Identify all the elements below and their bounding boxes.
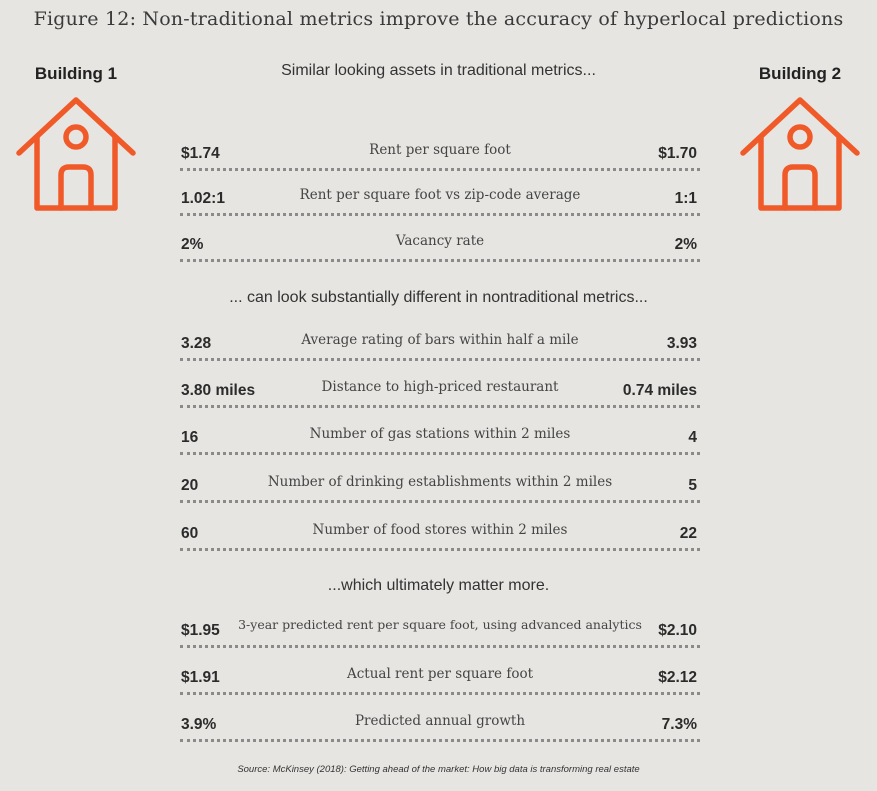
building-1-value: 3.28 [181,335,212,352]
metric-label: Rent per square foot vs zip-code average [299,187,581,203]
metric-label: Actual rent per square foot [346,666,534,682]
section-heading-nontraditional: ... can look substantially different in … [229,289,648,306]
metric-label: Predicted annual growth [354,713,526,729]
building-2-value: $2.12 [658,669,697,686]
building-2-value: $2.10 [658,622,697,639]
metric-row: $1.91 Actual rent per square foot $2.12 [180,652,700,695]
building-1-value: 60 [181,525,199,542]
building-2-value: 4 [688,429,697,446]
building-1-value: 1.02:1 [181,190,225,207]
building-2-value: $1.70 [658,145,697,162]
building-1-value: 3.80 miles [181,382,256,399]
metric-label: Number of food stores within 2 miles [312,522,568,538]
building-1-value: 2% [181,236,204,253]
metric-label: Number of gas stations within 2 miles [309,426,571,442]
metric-row: 60 Number of food stores within 2 miles … [180,508,700,551]
building-2-label: Building 2 [758,64,842,83]
building-1-value: $1.95 [181,622,220,639]
metric-row: 3.28 Average rating of bars within half … [180,318,700,361]
building-2-value: 22 [679,525,697,542]
building-2-value: 1:1 [674,190,697,207]
figure-title: Figure 12: Non-traditional metrics impro… [33,8,844,30]
building-1-value: 20 [181,477,199,494]
metric-label: Number of drinking establishments within… [267,474,613,490]
metric-row: 2% Vacancy rate 2% [180,219,700,262]
building-2-value: 3.93 [666,335,697,352]
building-1-value: $1.91 [181,669,220,686]
metric-label: 3-year predicted rent per square foot, u… [238,617,642,632]
building-2-value: 0.74 miles [622,382,697,399]
building-1-label: Building 1 [34,64,118,83]
metric-row: 16 Number of gas stations within 2 miles… [180,412,700,455]
metric-label: Rent per square foot [369,142,511,158]
metric-row: $1.95 3-year predicted rent per square f… [180,605,700,648]
metric-row: $1.74 Rent per square foot $1.70 [180,128,700,171]
house-icon [16,97,136,211]
metric-label: Average rating of bars within half a mil… [301,332,579,348]
building-1-value: 3.9% [181,716,217,733]
metric-row: 20 Number of drinking establishments wit… [180,460,700,503]
metric-label: Vacancy rate [395,233,485,249]
building-2-value: 2% [674,236,697,253]
building-2-value: 5 [688,477,697,494]
house-icon [740,97,860,211]
building-1-value: $1.74 [181,145,220,162]
metric-label: Distance to high-priced restaurant [321,379,559,395]
metric-row: 3.9% Predicted annual growth 7.3% [180,699,700,742]
section-heading-outcome: ...which ultimately matter more. [327,577,550,594]
section-heading-traditional: Similar looking assets in traditional me… [281,62,596,79]
source-note: Source: McKinsey (2018): Getting ahead o… [237,764,640,775]
building-2-value: 7.3% [661,716,697,733]
metric-row: 3.80 miles Distance to high-priced resta… [180,365,700,408]
metric-row: 1.02:1 Rent per square foot vs zip-code … [180,173,700,216]
building-1-value: 16 [181,429,199,446]
